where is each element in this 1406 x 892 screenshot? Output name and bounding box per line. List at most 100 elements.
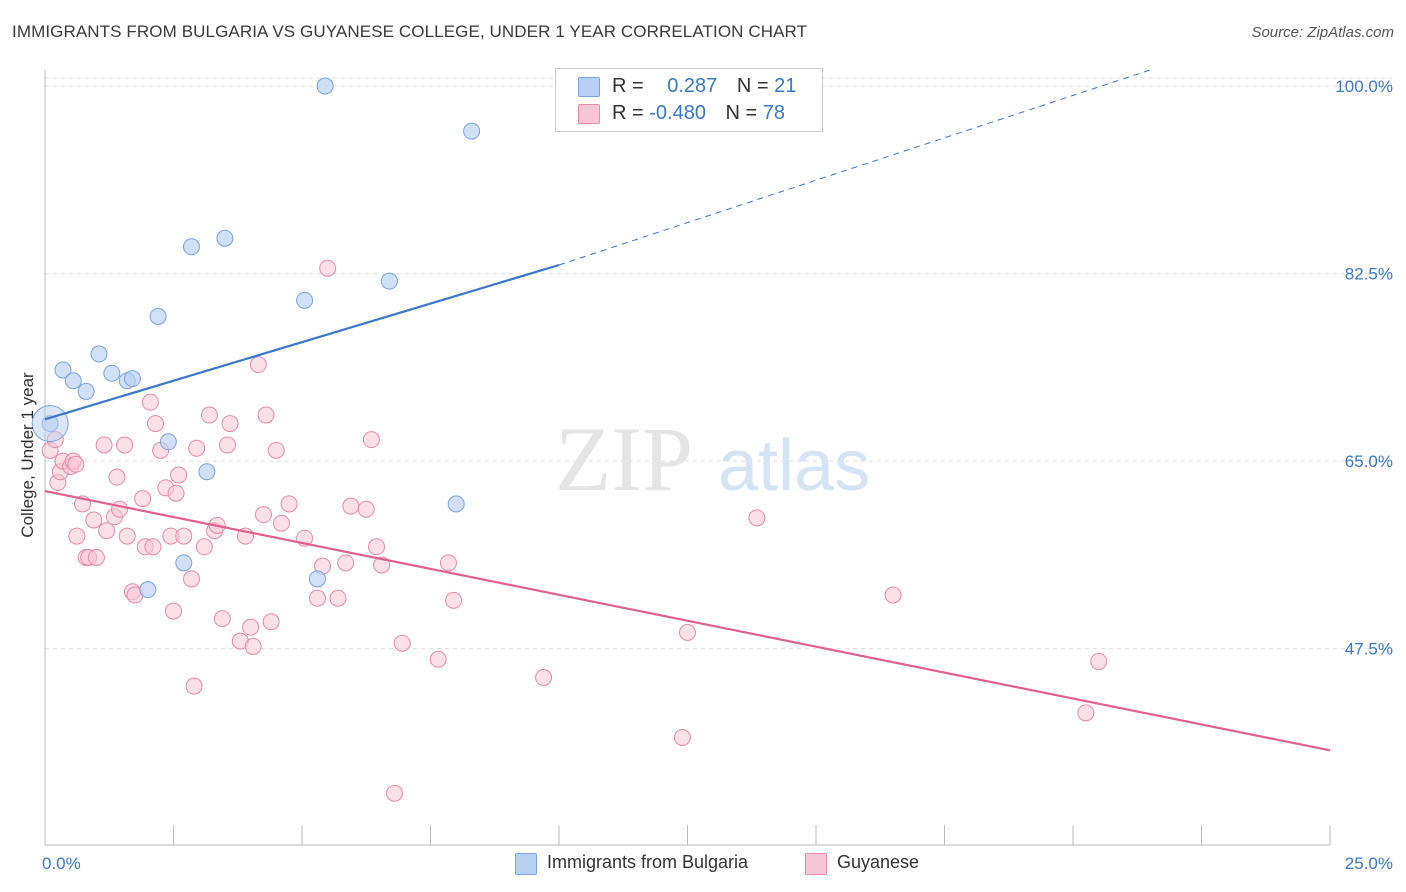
bulgaria-points: [31, 77, 481, 599]
guyanese-point: [342, 497, 360, 515]
watermark-zip: ZIP: [555, 408, 693, 510]
guyanese-point: [1090, 652, 1108, 670]
guyanese-point: [319, 259, 337, 277]
bottom-legend-label: Guyanese: [837, 852, 920, 872]
guyanese-point: [200, 406, 218, 424]
guyanese-point: [308, 589, 326, 607]
guyanese-point: [267, 441, 285, 459]
guyanese-point: [68, 527, 86, 545]
guyanese-point: [108, 468, 126, 486]
guyanese-point: [1077, 704, 1095, 722]
bulgaria-point: [296, 291, 314, 309]
guyanese-point: [386, 784, 404, 802]
guyanese-point: [213, 610, 231, 628]
bulgaria-point: [159, 433, 177, 451]
bulgaria-point: [123, 370, 141, 388]
guyanese-point: [362, 431, 380, 449]
guyanese-point: [134, 490, 152, 508]
bulgaria-point: [380, 272, 398, 290]
legend-swatch-pink: [578, 104, 600, 124]
guyanese-point: [170, 466, 188, 484]
guyanese-point: [85, 511, 103, 529]
source-label: Source: ZipAtlas.com: [1251, 24, 1394, 41]
watermark-atlas: atlas: [718, 426, 870, 506]
legend-r-label: R =: [612, 75, 650, 97]
bottom-legend-label: Immigrants from Bulgaria: [547, 852, 749, 872]
bulgaria-point: [149, 307, 167, 325]
guyanese-point: [218, 436, 236, 454]
bulgaria-point: [175, 554, 193, 572]
guyanese-point: [262, 613, 280, 631]
y-tick-label: 47.5%: [1345, 640, 1393, 659]
guyanese-point: [165, 602, 182, 620]
guyanese-point: [175, 527, 193, 545]
bulgaria-point: [139, 581, 157, 599]
guyanese-point: [254, 506, 272, 524]
guyanese-point: [95, 436, 113, 454]
guyanese-point: [182, 570, 200, 588]
bulgaria-point: [216, 229, 234, 247]
guyanese-point: [884, 586, 902, 604]
guyanese-point: [257, 406, 275, 424]
guyanese-point: [67, 455, 85, 473]
guyanese-point: [373, 556, 391, 574]
legend-n-value: 78: [762, 102, 786, 124]
guyanese-point: [357, 500, 375, 518]
legend-n-label: N =: [725, 102, 763, 124]
x-tick-label: 25.0%: [1345, 854, 1393, 873]
gridlines: [45, 77, 1392, 650]
guyanese-point: [244, 637, 262, 655]
guyanese-point: [98, 522, 116, 540]
guyanese-point: [535, 669, 553, 686]
guyanese-trend-line: [44, 489, 1331, 752]
x-tick-label: 0.0%: [42, 854, 81, 873]
guyanese-point: [249, 356, 267, 374]
guyanese-point: [118, 527, 136, 545]
y-axis-label: College, Under 1 year: [18, 372, 37, 538]
guyanese-point: [272, 514, 290, 532]
y-tick-label: 100.0%: [1335, 77, 1393, 96]
guyanese-point: [445, 591, 463, 609]
legend-swatch-blue: [578, 77, 600, 97]
legend-r-label: R =: [612, 102, 650, 124]
guyanese-point: [242, 618, 260, 636]
guyanese-point: [188, 439, 206, 457]
bulgaria-point: [198, 463, 216, 481]
guyanese-point: [167, 484, 185, 502]
bulgaria-trend-extension: [558, 69, 1151, 266]
guyanese-point: [280, 495, 298, 513]
legend-n-value: 21: [774, 75, 797, 97]
chart-title: IMMIGRANTS FROM BULGARIA VS GUYANESE COL…: [12, 22, 808, 41]
bulgaria-point-large: [31, 405, 69, 443]
axes: [44, 70, 1331, 846]
bulgaria-point: [316, 77, 334, 95]
guyanese-point: [393, 634, 411, 652]
guyanese-point: [147, 415, 165, 433]
guyanese-point: [429, 650, 447, 668]
bulgaria-point: [447, 495, 465, 513]
bulgaria-point: [64, 372, 82, 390]
guyanese-point: [141, 393, 159, 411]
bulgaria-point: [182, 238, 200, 256]
legend-r-value: -0.480: [649, 102, 706, 124]
legend-n-label: N =: [736, 75, 775, 97]
bulgaria-trend-line: [44, 263, 560, 421]
y-tick-label: 82.5%: [1345, 265, 1393, 284]
guyanese-point: [679, 624, 696, 641]
guyanese-points: [41, 259, 1108, 802]
correlation-legend: R = 0.287 N = 21 R = -0.480 N = 78: [555, 68, 823, 132]
bulgaria-point: [77, 382, 95, 400]
y-tick-label: 65.0%: [1345, 452, 1393, 471]
guyanese-point: [116, 436, 134, 454]
guyanese-point: [748, 509, 766, 527]
guyanese-point: [144, 538, 162, 556]
guyanese-point: [439, 554, 457, 572]
guyanese-point: [337, 554, 355, 572]
bottom-legend-swatch-blue: [515, 853, 537, 875]
bulgaria-point: [54, 361, 72, 379]
guyanese-point: [368, 538, 386, 556]
guyanese-point: [185, 677, 203, 695]
guyanese-point: [87, 549, 105, 566]
bulgaria-point: [103, 364, 121, 382]
guyanese-point: [221, 415, 239, 433]
